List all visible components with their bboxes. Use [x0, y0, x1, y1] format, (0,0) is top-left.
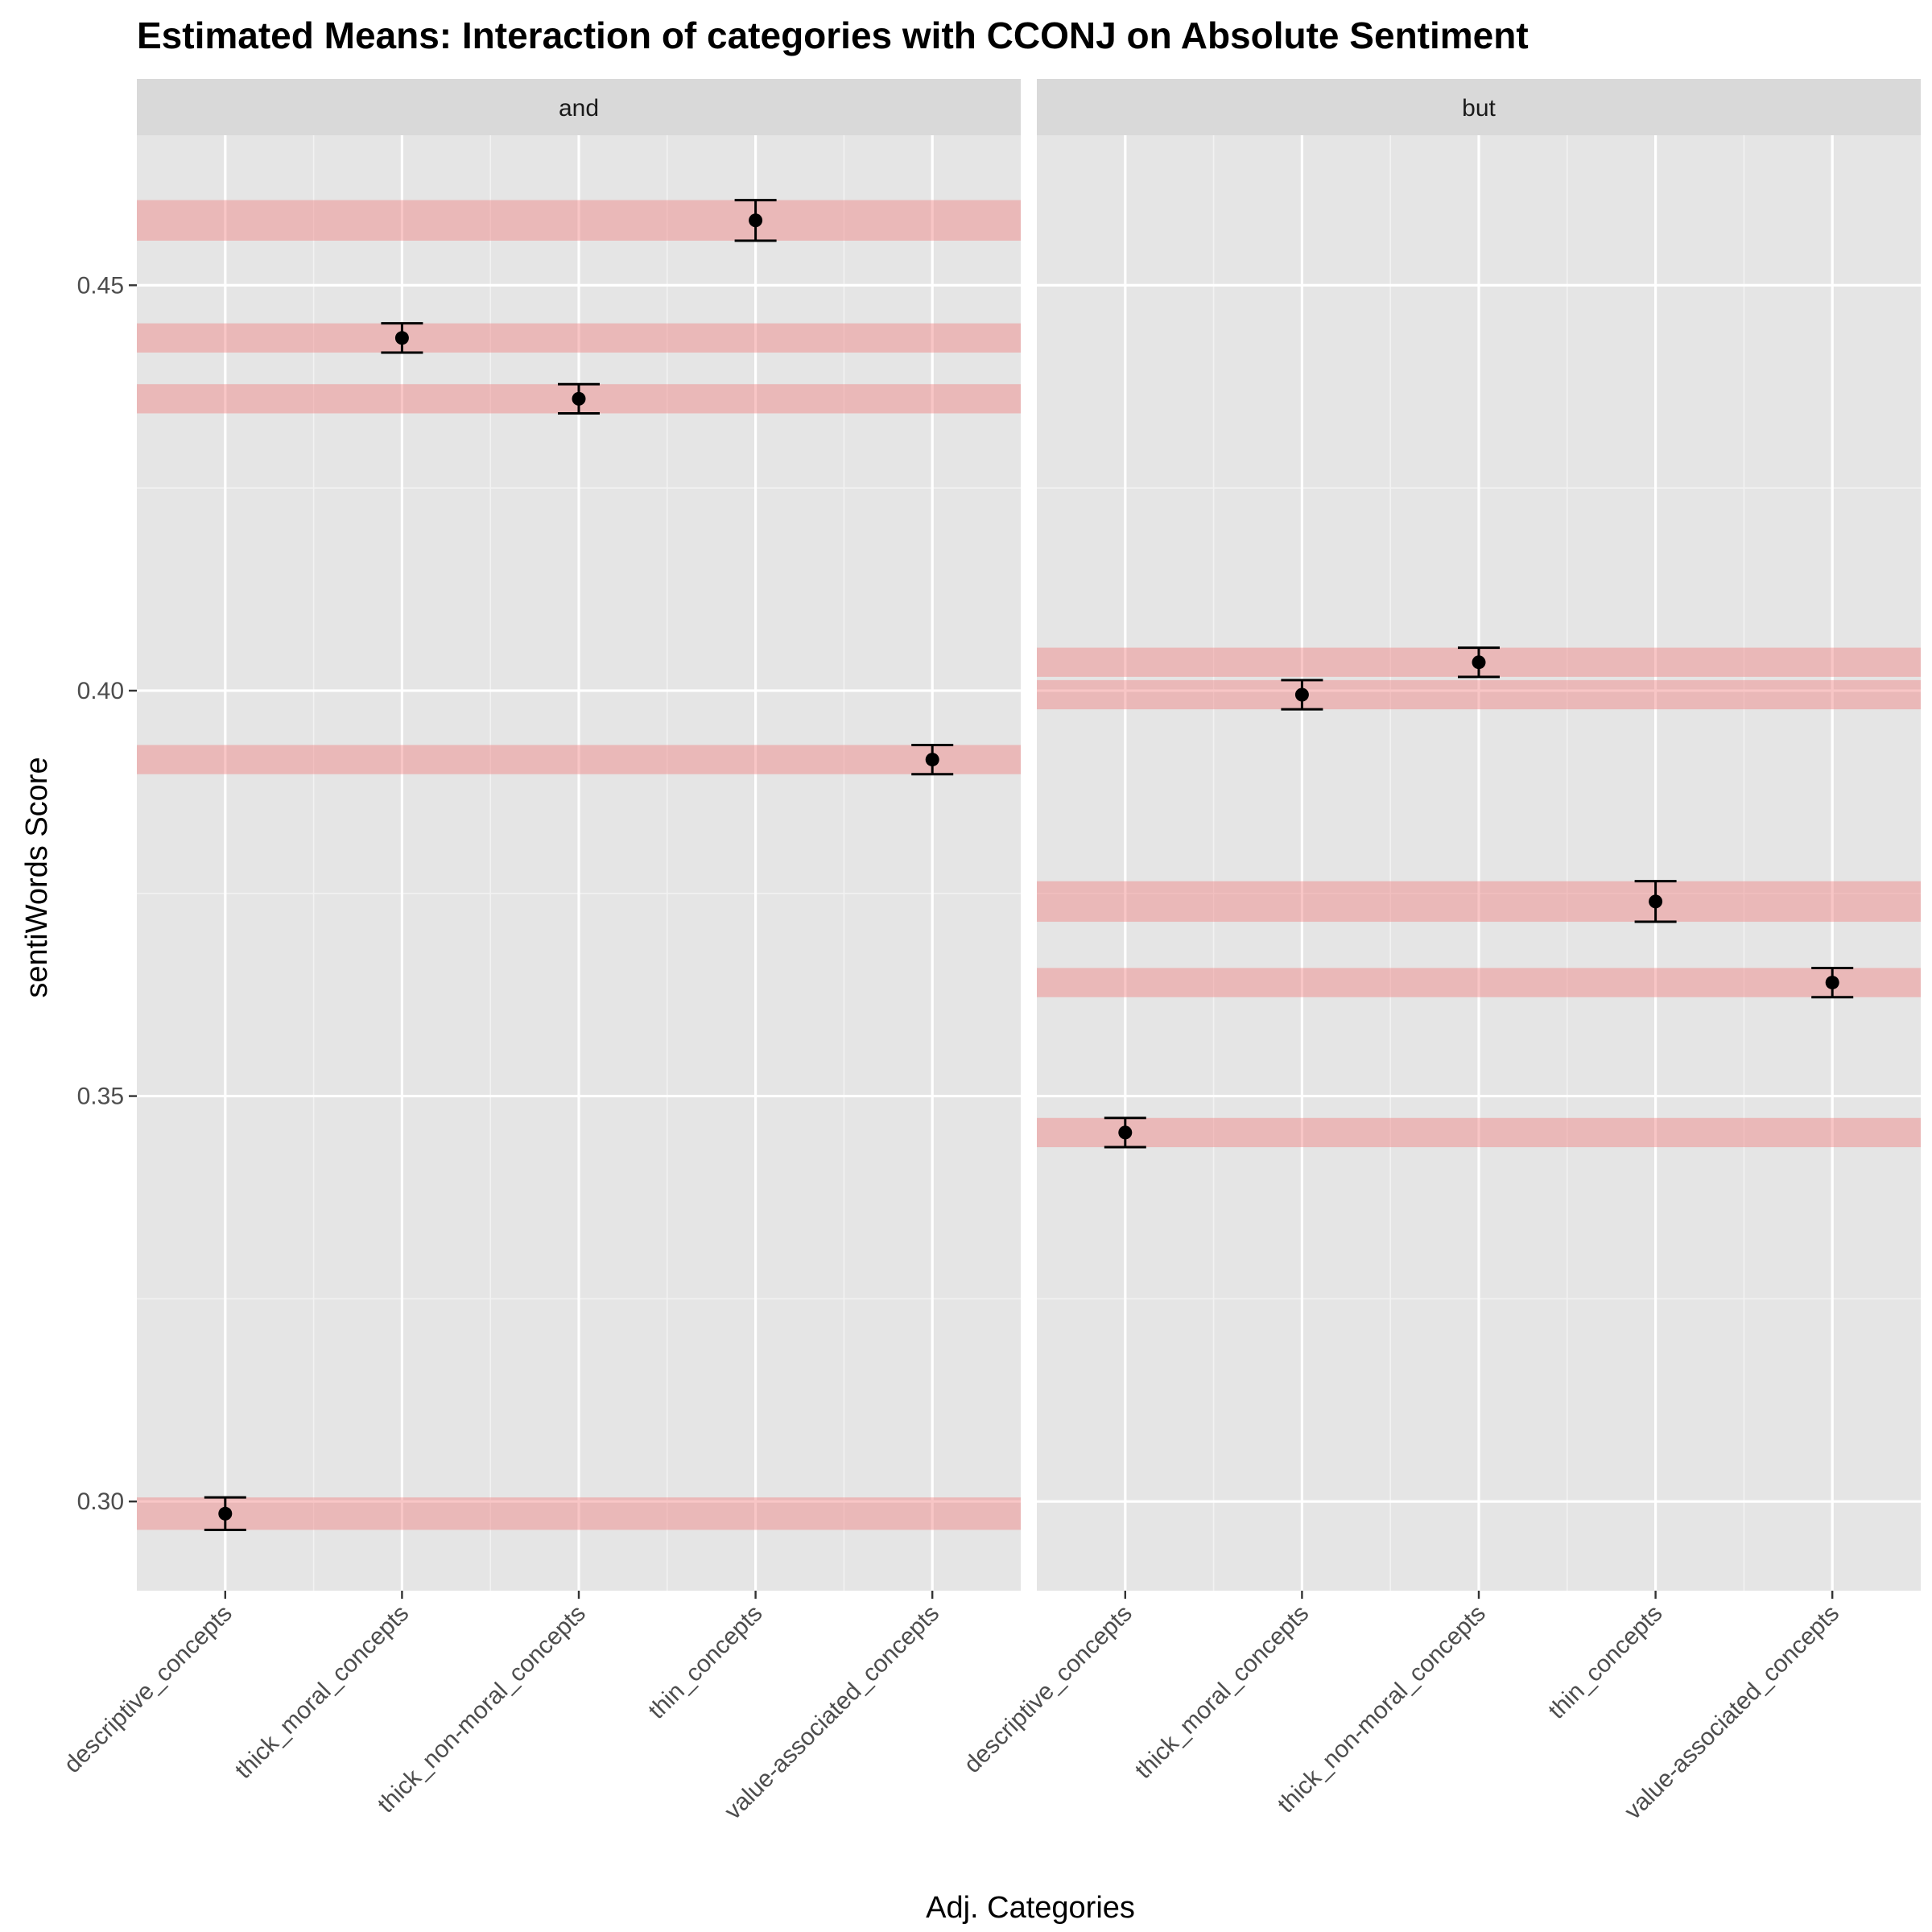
- facet-panel-and: and: [137, 79, 1021, 1591]
- mean-point: [1118, 1125, 1133, 1140]
- facet-strip: [1037, 79, 1921, 135]
- mean-point: [925, 753, 939, 767]
- facet-strip-label: and: [559, 95, 599, 122]
- x-tick-label: descriptive_concepts: [59, 1600, 237, 1778]
- mean-point: [1649, 894, 1663, 909]
- y-axis: 0.30 0.35 0.40 0.45: [77, 272, 137, 1515]
- y-tick-label: 0.30: [77, 1488, 124, 1515]
- ci-band: [137, 1497, 1021, 1530]
- ci-band: [137, 323, 1021, 353]
- mean-point: [749, 213, 763, 228]
- facet-strip-label: but: [1462, 95, 1496, 122]
- x-tick-label: thin_concepts: [643, 1600, 767, 1724]
- ci-band: [1037, 881, 1921, 923]
- y-tick-label: 0.45: [77, 272, 124, 299]
- chart-title: Estimated Means: Interaction of categori…: [137, 14, 1529, 56]
- facet-panel-but: but: [1037, 79, 1921, 1591]
- ci-band: [137, 200, 1021, 241]
- mean-point: [1294, 687, 1309, 702]
- x-tick-label: thick_moral_concepts: [230, 1600, 415, 1785]
- mean-point: [1825, 976, 1839, 990]
- x-tick-label: value-associated_concepts: [1620, 1600, 1844, 1825]
- y-tick-label: 0.35: [77, 1084, 124, 1110]
- y-axis-title: sentiWords Score: [20, 757, 54, 997]
- x-tick-label: descriptive_concepts: [959, 1600, 1137, 1778]
- facet-panels: and but: [137, 79, 1921, 1591]
- x-tick-label: thick_non-moral_concepts: [373, 1600, 591, 1818]
- mean-point: [1472, 655, 1486, 670]
- x-axis-title: Adj. Categories: [926, 1891, 1135, 1925]
- ci-band: [1037, 968, 1921, 997]
- x-tick-label: thick_moral_concepts: [1130, 1600, 1315, 1785]
- ci-band: [1037, 679, 1921, 710]
- ci-band: [1037, 1117, 1921, 1148]
- facet-strip: [137, 79, 1021, 135]
- ci-band: [137, 745, 1021, 774]
- x-tick-label: value-associated_concepts: [720, 1600, 944, 1825]
- x-tick-label: thick_non-moral_concepts: [1273, 1600, 1491, 1818]
- mean-point: [394, 331, 409, 345]
- y-tick-label: 0.40: [77, 678, 124, 704]
- x-axis: descriptive_conceptsthick_moral_concepts…: [59, 1591, 1844, 1825]
- mean-point: [218, 1506, 233, 1521]
- x-tick-label: thin_concepts: [1543, 1600, 1667, 1724]
- mean-point: [572, 391, 586, 406]
